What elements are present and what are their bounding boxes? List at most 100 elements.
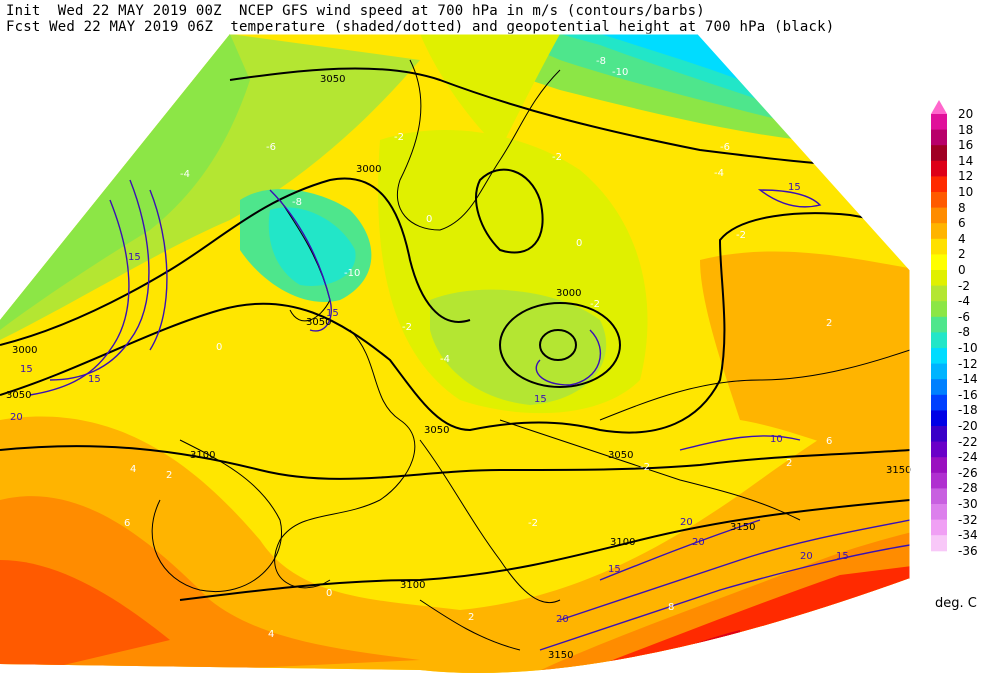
height-label: 3100 — [190, 450, 215, 461]
height-label: 3150 — [730, 522, 755, 533]
temp-label: 0 — [326, 588, 332, 599]
temp-label: -4 — [180, 169, 190, 180]
colorbar-level: -16 — [958, 387, 978, 402]
colorbar-level: 4 — [958, 231, 966, 246]
temp-label: 0 — [576, 238, 582, 249]
temp-label: -2 — [394, 132, 404, 143]
wind-label: 15 — [128, 252, 141, 263]
temp-label: -4 — [714, 168, 724, 179]
colorbar-level: -20 — [958, 419, 978, 433]
temp-label: 2 — [468, 612, 474, 623]
colorbar-swatch — [931, 410, 947, 427]
colorbar-swatch — [931, 238, 947, 255]
colorbar-level: -24 — [958, 450, 978, 465]
height-label: 3000 — [556, 288, 581, 299]
colorbar-swatch — [931, 160, 947, 177]
colorbar-level: -10 — [958, 341, 978, 355]
wind-label: 20 — [556, 614, 569, 625]
temp-label: 0 — [426, 214, 432, 225]
colorbar-swatch — [931, 192, 947, 209]
colorbar-swatch — [931, 301, 947, 318]
colorbar-swatch — [931, 270, 947, 287]
colorbar-level: -26 — [958, 465, 978, 480]
colorbar-swatch — [931, 379, 947, 396]
wind-label: 15 — [20, 364, 33, 375]
colorbar-swatch — [931, 285, 947, 302]
wind-label: 15 — [788, 182, 801, 193]
colorbar-swatch — [931, 176, 947, 193]
temp-label: 4 — [130, 464, 136, 475]
height-label: 3100 — [610, 537, 635, 548]
temp-label: -2 — [402, 322, 412, 333]
colorbar-level: 14 — [958, 153, 974, 168]
temp-label: -2 — [736, 230, 746, 241]
temp-label: 0 — [216, 342, 222, 353]
colorbar-swatch — [931, 145, 947, 162]
temp-label: -2 — [552, 152, 562, 163]
colorbar-level: -8 — [958, 325, 970, 340]
colorbar-level: -30 — [958, 497, 978, 511]
height-label: 3050 — [6, 390, 31, 401]
temp-label: 8 — [668, 602, 674, 613]
colorbar-level: 0 — [958, 263, 966, 277]
colorbar-swatch — [931, 316, 947, 333]
colorbar-level: 20 — [958, 107, 974, 121]
wind-label: 10 — [770, 434, 783, 445]
colorbar-arrow — [931, 100, 947, 114]
temp-label: -8 — [596, 56, 606, 67]
temp-label: 2 — [786, 458, 792, 469]
colorbar-level: -18 — [958, 403, 978, 418]
colorbar-level: 16 — [958, 138, 974, 153]
wind-label: 20 — [692, 537, 705, 548]
wind-label: 15 — [534, 394, 547, 405]
height-label: 3150 — [548, 650, 573, 661]
colorbar — [931, 100, 947, 552]
temp-label: -10 — [344, 268, 360, 279]
colorbar-level: 2 — [958, 247, 966, 262]
temp-label: 2 — [826, 318, 832, 329]
header-line-2: Fcst Wed 22 MAY 2019 06Z temperature (sh… — [6, 19, 835, 35]
temp-label: -2 — [590, 299, 600, 310]
temp-label: 4 — [268, 629, 274, 640]
header-line-1: Init Wed 22 MAY 2019 00Z NCEP GFS wind s… — [6, 3, 705, 19]
map-border — [230, 33, 911, 578]
colorbar-swatch — [931, 348, 947, 365]
coastlines — [151, 59, 910, 651]
height-label: 3000 — [356, 164, 381, 175]
colorbar-swatch — [931, 457, 947, 474]
temp-label: 6 — [124, 518, 130, 529]
colorbar-level: -12 — [958, 356, 978, 371]
colorbar-level: -32 — [958, 512, 978, 527]
wind-label: 15 — [608, 564, 621, 575]
colorbar-swatch — [931, 207, 947, 224]
height-label: 3050 — [306, 317, 331, 328]
colorbar-level: -6 — [958, 309, 970, 324]
colorbar-swatch — [931, 441, 947, 458]
wind-contours — [29, 179, 910, 651]
colorbar-swatch — [931, 129, 947, 146]
wind-label: 15 — [326, 308, 339, 319]
colorbar-level: -22 — [958, 434, 978, 449]
colorbar-swatch — [931, 488, 947, 505]
colorbar-level: 18 — [958, 122, 974, 137]
wind-label: 15 — [88, 374, 101, 385]
temp-label: -2 — [640, 462, 650, 473]
colorbar-level: 10 — [958, 185, 974, 199]
wind-label: 15 — [836, 551, 849, 562]
colorbar-level: -4 — [958, 294, 970, 309]
height-contours — [0, 67, 910, 601]
temp-label: -6 — [266, 142, 276, 153]
height-label: 3100 — [400, 580, 425, 591]
height-label: 3050 — [608, 450, 633, 461]
temp-label: -4 — [440, 354, 450, 365]
colorbar-swatch — [931, 363, 947, 380]
colorbar-level: 8 — [958, 200, 966, 215]
colorbar-swatch — [931, 535, 947, 552]
colorbar-swatch — [931, 114, 947, 131]
colorbar-swatch — [931, 519, 947, 536]
temp-label: 6 — [826, 436, 832, 447]
colorbar-level: -34 — [958, 528, 978, 543]
wind-label: 20 — [10, 412, 23, 423]
colorbar-units: deg. C — [935, 596, 977, 611]
